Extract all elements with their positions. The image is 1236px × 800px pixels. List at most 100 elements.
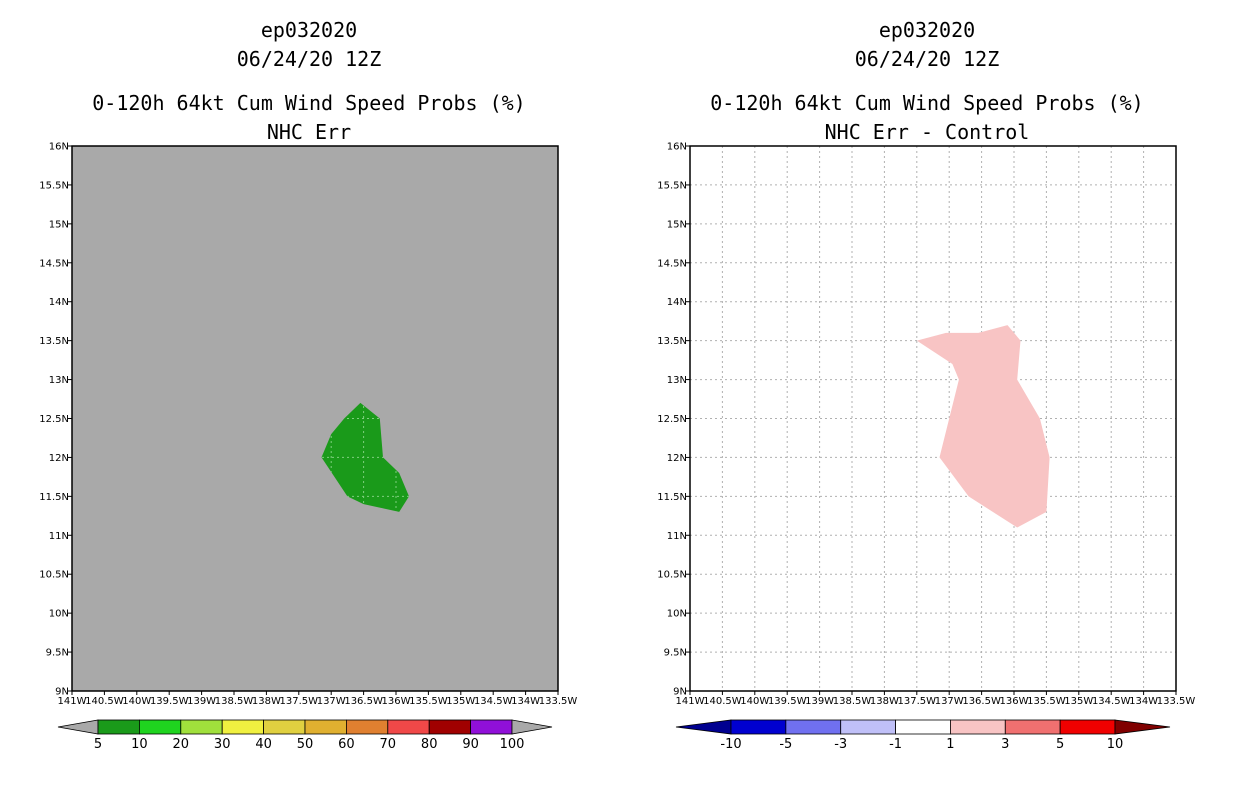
left-colorbar-label: 70: [380, 737, 397, 752]
left-x-tick-label: 134W: [511, 696, 540, 707]
left-colorbar-under-arrow: [57, 719, 99, 735]
right-plot-area: 9N 9.5N 10N 10.5N 11N 11.5N 12N 12.5N 13N 13.5N 14…: [657, 142, 1195, 708]
left-panel: ep032020 06/24/20 12Z 0-120h 64kt Cum Wi…: [39, 18, 577, 752]
right-x-tick-label: 139.5W: [768, 696, 807, 707]
left-colorbar-swatch: [97, 719, 140, 735]
left-colorbar-label: 50: [297, 737, 314, 752]
right-colorbar-over-arrow: [1114, 719, 1171, 735]
right-y-tick-label: 10N: [667, 609, 687, 620]
right-x-tick-label: 134W: [1129, 696, 1158, 707]
left-y-tick-label: 12.5N: [39, 414, 69, 425]
left-x-tick-label: 133.5W: [539, 696, 578, 707]
left-colorbar-label: 100: [500, 737, 525, 752]
left-y-tick-label: 12N: [49, 453, 69, 464]
left-y-tick-label: 15N: [49, 219, 69, 230]
left-y-tick-label: 15.5N: [39, 180, 69, 191]
right-x-tick-label: 141W: [676, 696, 705, 707]
right-y-tick-label: 14.5N: [657, 258, 687, 269]
right-y-tick-label: 15.5N: [657, 180, 687, 191]
left-x-tick-label: 137W: [317, 696, 346, 707]
left-colorbar-label: 60: [338, 737, 355, 752]
left-chart-subtitle: NHC Err: [267, 120, 351, 144]
right-x-tick-label: 136W: [1000, 696, 1029, 707]
left-colorbar-label: 10: [131, 737, 148, 752]
left-y-tick-label: 10.5N: [39, 570, 69, 581]
right-x-tick-label: 139W: [805, 696, 834, 707]
right-y-tick-label: 9.5N: [664, 648, 687, 659]
right-y-tick-label: 13N: [667, 375, 687, 386]
right-x-tick-label: 133.5W: [1157, 696, 1196, 707]
left-x-tick-label: 135.5W: [409, 696, 448, 707]
right-x-tick-label: 137.5W: [898, 696, 937, 707]
left-colorbar-swatch: [304, 719, 347, 735]
left-y-tick-label: 11.5N: [39, 492, 69, 503]
left-colorbar-label: 30: [214, 737, 231, 752]
right-colorbar-label: -5: [779, 737, 792, 752]
right-chart-subtitle: NHC Err - Control: [825, 120, 1030, 144]
right-x-tick-label: 138.5W: [833, 696, 872, 707]
left-y-tick-label: 10N: [49, 609, 69, 620]
left-y-tick-label: 16N: [49, 142, 69, 153]
right-y-tick-label: 16N: [667, 142, 687, 153]
left-x-tick-label: 140.5W: [85, 696, 124, 707]
right-y-tick-label: 9N: [673, 687, 687, 698]
left-x-tick-label: 141W: [58, 696, 87, 707]
left-colorbar-label: 40: [255, 737, 272, 752]
left-probability-region: [321, 402, 409, 512]
right-x-tick-label: 135W: [1064, 696, 1093, 707]
left-colorbar-swatch: [138, 719, 182, 735]
left-y-tick-label: 11N: [49, 531, 69, 542]
right-colorbar-swatch: [840, 719, 896, 735]
right-probability-region: [916, 325, 1050, 528]
left-x-tick-label: 134.5W: [474, 696, 513, 707]
left-chart-title: 0-120h 64kt Cum Wind Speed Probs (%): [92, 91, 525, 115]
left-x-tick-label: 138.5W: [215, 696, 254, 707]
right-colorbar-label: -3: [834, 737, 847, 752]
left-colorbar-swatch: [180, 719, 223, 735]
right-y-tick-label: 14N: [667, 297, 687, 308]
right-colorbar-under-arrow: [675, 719, 732, 735]
left-colorbar-swatch: [387, 719, 430, 735]
right-x-tick-label: 140W: [740, 696, 769, 707]
left-colorbar-label: 90: [462, 737, 479, 752]
left-x-tick-label: 139.5W: [150, 696, 189, 707]
left-plot-area: 9N 9.5N 10N 10.5N 11N 11.5N 12N 12.5N 13N 13.5N 14…: [39, 142, 577, 708]
right-colorbar-label: 1: [946, 737, 954, 752]
left-colorbar-swatch: [263, 719, 306, 735]
right-y-tick-label: 15N: [667, 219, 687, 230]
left-x-tick-label: 135W: [446, 696, 475, 707]
left-colorbar-over-arrow: [511, 719, 553, 735]
right-x-tick-label: 134.5W: [1092, 696, 1131, 707]
left-storm-id: ep032020: [261, 18, 357, 42]
right-storm-id: ep032020: [879, 18, 975, 42]
right-colorbar-swatch: [895, 719, 951, 735]
left-y-tick-label: 9N: [55, 687, 69, 698]
left-x-tick-label: 137.5W: [280, 696, 319, 707]
right-colorbar-swatch: [785, 719, 842, 735]
right-plot-background: [690, 146, 1176, 691]
right-colorbar-label: -1: [889, 737, 902, 752]
left-x-tick-label: 138W: [252, 696, 281, 707]
right-y-tick-label: 11.5N: [657, 492, 687, 503]
right-colorbar-swatch: [730, 719, 787, 735]
right-y-tick-label: 10.5N: [657, 570, 687, 581]
left-y-tick-label: 14.5N: [39, 258, 69, 269]
right-colorbar-swatch: [950, 719, 1006, 735]
left-colorbar: 5 10 20 30 40 50 60 70 80 90 100: [57, 719, 553, 752]
left-colorbar-swatch: [345, 719, 389, 735]
right-colorbar-label: 10: [1107, 737, 1124, 752]
right-x-tick-label: 137W: [935, 696, 964, 707]
right-panel: ep032020 06/24/20 12Z 0-120h 64kt Cum Wi…: [657, 18, 1195, 752]
left-y-tick-label: 13.5N: [39, 336, 69, 347]
left-colorbar-label: 5: [94, 737, 102, 752]
left-y-tick-label: 14N: [49, 297, 69, 308]
right-colorbar-label: 3: [1001, 737, 1009, 752]
left-y-tick-label: 9.5N: [46, 648, 69, 659]
left-x-tick-label: 140W: [122, 696, 151, 707]
right-chart-title: 0-120h 64kt Cum Wind Speed Probs (%): [710, 91, 1143, 115]
right-colorbar-swatch: [1004, 719, 1061, 735]
left-colorbar-swatch: [221, 719, 264, 735]
left-plot-background: [72, 146, 558, 691]
right-colorbar-label: -10: [720, 737, 741, 752]
